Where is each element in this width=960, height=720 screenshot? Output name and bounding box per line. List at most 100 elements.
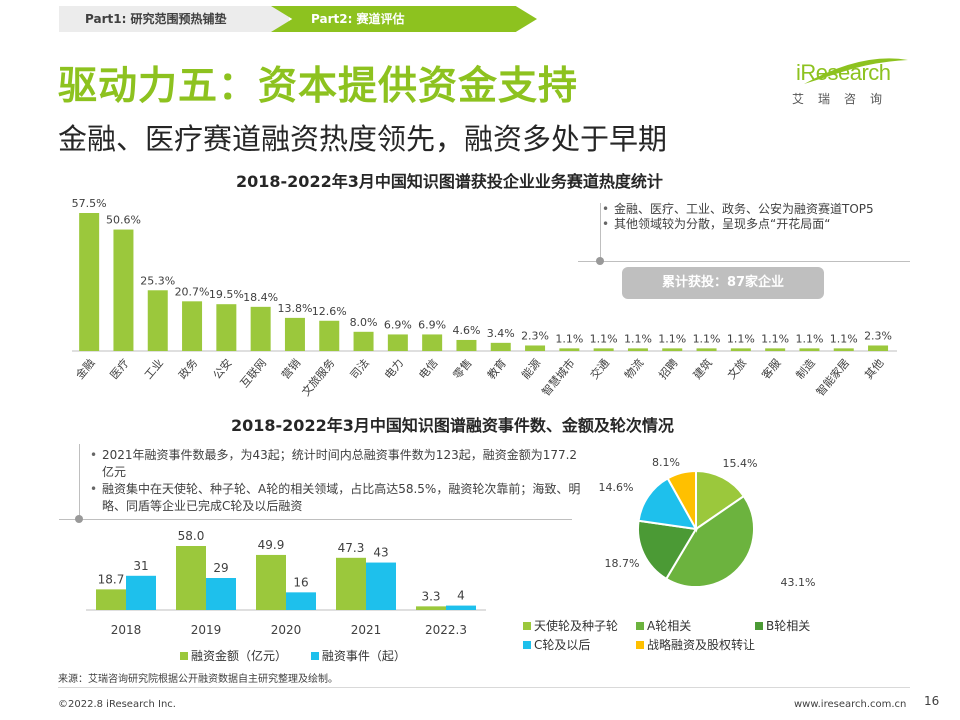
pie-legend-item-4: 战略融资及股权转让 <box>636 636 755 653</box>
chart1-bar <box>113 229 134 351</box>
bottom-note-2: 融资集中在天使轮、种子轮、A轮的相关领域，占比高达58.5%，融资轮次靠前；海致… <box>88 481 588 515</box>
pie-value-label: 15.4% <box>723 457 758 470</box>
chart1-bar <box>456 339 477 351</box>
chart1-bar <box>765 348 786 351</box>
page-subtitle: 金融、医疗赛道融资热度领先，融资多处于早期 <box>58 122 668 156</box>
chart2-value-label: 58.0 <box>178 529 205 543</box>
chart1-bar <box>387 334 408 351</box>
chart1-value-label: 4.6% <box>452 324 480 337</box>
pie-value-label: 14.6% <box>599 481 634 494</box>
top-note-dot <box>596 257 604 265</box>
bottom-note-rule-h <box>59 519 572 520</box>
chart1-value-label: 18.4% <box>243 291 278 304</box>
chart1-value-label: 1.1% <box>830 332 858 345</box>
pie-slice <box>637 519 698 581</box>
chart2-value-label: 4 <box>457 589 465 603</box>
chart1-bar <box>250 306 271 351</box>
pie-value-label: 8.1% <box>652 456 680 469</box>
chart1-title: 2018-2022年3月中国知识图谱获投企业业务赛道热度统计 <box>236 172 663 191</box>
chart1-bar <box>525 345 546 351</box>
chart2-value-label: 29 <box>213 561 228 575</box>
chart2-title: 2018-2022年3月中国知识图谱融资事件数、金额及轮次情况 <box>231 416 674 435</box>
chart2-value-label: 18.7 <box>98 572 125 586</box>
chart2-value-label: 16 <box>293 575 308 589</box>
chart1-value-label: 1.1% <box>590 332 618 345</box>
chart1-value-label: 1.1% <box>658 332 686 345</box>
page-number: 16 <box>924 694 940 708</box>
pie-legend-swatch-0 <box>523 622 531 630</box>
chart1-bar <box>868 345 889 351</box>
chart1-bar <box>490 342 511 351</box>
top-notes: 金融、医疗、工业、政务、公安为融资赛道TOP5 其他领域较为分散，呈现多点“开花… <box>600 202 920 232</box>
chart1-bar <box>216 304 237 351</box>
legend-swatch-events <box>310 652 319 660</box>
pie-legend-label-0: 天使轮及种子轮 <box>534 619 619 633</box>
chart2-bar <box>96 589 126 610</box>
chart2-category-label: 2018 <box>111 623 142 637</box>
legend-amount: 融资金额（亿元） <box>180 649 287 663</box>
chart1-value-label: 1.1% <box>727 332 755 345</box>
chart1-bar <box>422 334 443 351</box>
chart2-value-label: 31 <box>133 559 148 573</box>
chart1-bar <box>799 348 820 351</box>
legend-amount-label: 融资金额（亿元） <box>191 649 288 663</box>
pie-legend-item-1: A轮相关 <box>636 617 691 634</box>
pie-legend-swatch-4 <box>636 641 644 649</box>
chart2-bar <box>446 605 476 610</box>
breadcrumb: Part1: 研究范围预热铺垫 Part2: 赛道评估 <box>59 6 537 32</box>
copyright: ©2022.8 iResearch Inc. <box>58 699 176 710</box>
chart1-bar <box>353 331 374 351</box>
bottom-note-1: 2021年融资事件数最多，为43起；统计时间内总融资事件数为123起，融资金额为… <box>88 447 588 481</box>
chart1-value-label: 1.1% <box>624 332 652 345</box>
chart2-bar <box>366 562 396 610</box>
chart2-value-label: 47.3 <box>338 541 365 555</box>
chart1-bar <box>833 348 854 351</box>
logo-subtext: 艾瑞咨询 <box>792 92 897 106</box>
chart1-bar <box>147 290 168 351</box>
investment-badge: 累计获投：87家企业 <box>622 267 824 299</box>
chart1-value-label: 1.1% <box>693 332 721 345</box>
logo-text: iResearch <box>796 60 891 85</box>
chart1-value-label: 1.1% <box>555 332 583 345</box>
pie-slice <box>637 477 698 531</box>
chart1-bar <box>79 213 100 351</box>
footer-divider <box>58 687 910 688</box>
top-note-2: 其他领域较为分散，呈现多点“开花局面“ <box>600 217 920 232</box>
chart1-bar <box>593 348 614 351</box>
chart2-value-label: 49.9 <box>258 538 285 552</box>
chart1-value-label: 19.5% <box>209 288 244 301</box>
chart2-category-label: 2019 <box>191 623 222 637</box>
chart1-value-label: 6.9% <box>418 318 446 331</box>
chart2-legend: 融资金额（亿元） 融资事件（起） <box>180 647 406 664</box>
pie-legend-swatch-3 <box>523 641 531 649</box>
pie-legend-label-2: B轮相关 <box>766 619 811 633</box>
chart2-bar <box>416 606 446 610</box>
website-link[interactable]: www.iresearch.com.cn <box>794 699 907 710</box>
chart2-value-label: 3.3 <box>421 589 440 603</box>
chart2-category-label: 2020 <box>271 623 302 637</box>
chart2-bar <box>206 578 236 610</box>
bottom-notes: 2021年融资事件数最多，为43起；统计时间内总融资事件数为123起，融资金额为… <box>88 447 588 515</box>
chart1-bar <box>696 348 717 351</box>
chart1-value-label: 1.1% <box>795 332 823 345</box>
legend-swatch-amount <box>180 652 188 660</box>
chart2-category-label: 2022.3 <box>425 623 467 637</box>
chart1-bar <box>627 348 648 351</box>
pie-legend-item-2: B轮相关 <box>755 617 810 634</box>
chart1-value-label: 3.4% <box>487 327 515 340</box>
chart2-bar <box>286 592 316 610</box>
chart2-value-label: 43 <box>373 546 388 560</box>
chart1-bar <box>284 317 305 351</box>
breadcrumb-part1[interactable]: Part1: 研究范围预热铺垫 <box>59 6 289 32</box>
breadcrumb-part2[interactable]: Part2: 赛道评估 <box>271 6 537 32</box>
pie-legend-label-4: 战略融资及股权转让 <box>647 638 756 652</box>
source-note: 来源：艾瑞咨询研究院根据公开融资数据自主研究整理及绘制。 <box>58 674 338 685</box>
chart1-bar <box>662 348 683 351</box>
pie-slice <box>664 494 755 588</box>
chart1-bar <box>182 301 203 351</box>
chart1-value-label: 12.6% <box>312 305 347 318</box>
pie-value-label: 18.7% <box>605 557 640 570</box>
chart1-bar <box>559 348 580 351</box>
